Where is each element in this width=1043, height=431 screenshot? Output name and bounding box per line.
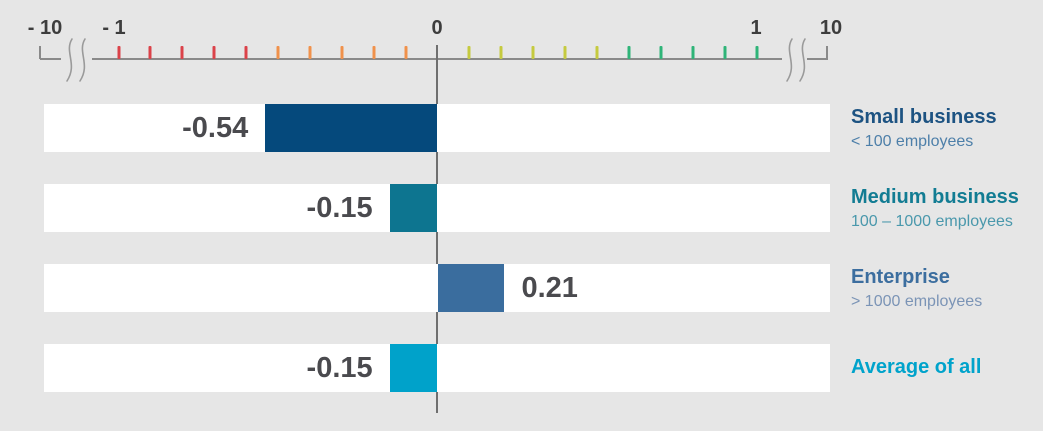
axis-minor-tick: [723, 46, 727, 59]
axis-break-icon-right: [786, 38, 806, 82]
category-label-enterprise: Enterprise > 1000 employees: [851, 266, 1043, 312]
axis-minor-tick: [499, 46, 503, 59]
value-label-average-of-all: -0.15: [306, 352, 373, 384]
category-title: Small business: [851, 106, 997, 128]
axis-minor-tick: [755, 46, 758, 59]
category-subtitle: > 1000 employees: [851, 293, 983, 310]
axis-line-segment-left: [40, 58, 61, 60]
bar-average-of-all: [389, 344, 438, 392]
category-label-average-of-all: Average of all: [851, 356, 1043, 378]
value-label-enterprise: 0.21: [521, 272, 578, 304]
axis-minor-tick: [340, 46, 344, 59]
axis-minor-tick: [659, 46, 663, 59]
axis-minor-tick: [467, 46, 471, 59]
axis-minor-tick: [244, 46, 248, 59]
axis-minor-tick: [276, 46, 280, 59]
axis-minor-tick: [627, 46, 631, 59]
category-title: Medium business: [851, 186, 1019, 208]
axis-break-icon-left: [66, 38, 86, 82]
category-subtitle: < 100 employees: [851, 133, 974, 150]
value-label-medium-business: -0.15: [306, 192, 373, 224]
axis-label--1: - 1: [102, 17, 126, 39]
row-track-enterprise: [44, 264, 830, 312]
axis-label-1: 1: [750, 17, 762, 39]
axis-minor-tick: [308, 46, 312, 59]
bar-small-business: [265, 104, 438, 152]
axis-end-tick-right: [826, 46, 828, 59]
axis-minor-tick: [180, 46, 184, 59]
axis-minor-tick: [372, 46, 376, 59]
category-title: Average of all: [851, 356, 982, 378]
bar-medium-business: [389, 184, 438, 232]
category-label-small-business: Small business < 100 employees: [851, 106, 1043, 152]
axis-minor-tick: [531, 46, 535, 59]
axis-minor-tick: [563, 46, 567, 59]
axis-label-0: 0: [431, 17, 443, 39]
category-title: Enterprise: [851, 266, 950, 288]
category-subtitle: 100 – 1000 employees: [851, 213, 1013, 230]
axis-label--10: - 10: [27, 17, 63, 39]
bar-enterprise: [437, 264, 505, 312]
axis-minor-tick: [404, 46, 408, 59]
axis-minor-tick: [691, 46, 695, 59]
axis-line-segment-right: [807, 58, 828, 60]
axis-minor-tick: [595, 46, 599, 59]
category-label-medium-business: Medium business 100 – 1000 employees: [851, 186, 1043, 232]
axis-minor-tick: [148, 46, 152, 59]
value-label-small-business: -0.54: [182, 112, 249, 144]
axis-label-10: 10: [819, 17, 843, 39]
axis-end-tick-left: [39, 46, 41, 59]
axis-minor-tick: [117, 46, 120, 59]
axis-minor-tick: [212, 46, 216, 59]
